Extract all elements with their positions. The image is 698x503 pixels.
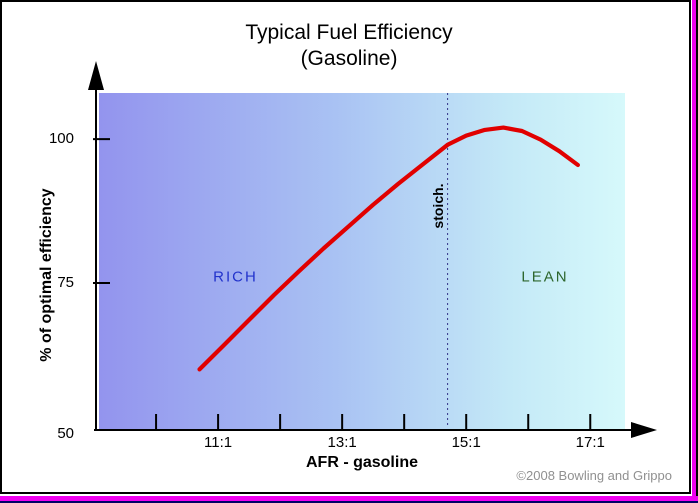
chart-subtitle: (Gasoline) bbox=[300, 47, 398, 70]
rich-region-label: RICH bbox=[213, 268, 258, 286]
y-axis-arrow-icon bbox=[88, 61, 104, 90]
copyright-text: ©2008 Bowling and Grippo bbox=[516, 468, 672, 483]
y-axis-label: % of optimal efficiency bbox=[38, 188, 55, 362]
x-axis-label: AFR - gasoline bbox=[305, 454, 418, 471]
bottom-edge-line bbox=[0, 501, 698, 503]
chart-title: Typical Fuel Efficiency bbox=[245, 21, 453, 44]
stoich-label: stoich. bbox=[429, 183, 446, 229]
chart-title-block: Typical Fuel Efficiency (Gasoline) bbox=[5, 20, 693, 72]
lean-region-label: LEAN bbox=[521, 268, 569, 286]
fuel-efficiency-curve bbox=[197, 125, 580, 372]
x-axis-arrow-icon bbox=[631, 422, 657, 438]
magenta-shadow-bottom bbox=[0, 496, 698, 501]
magenta-shadow-right bbox=[692, 0, 696, 503]
plot-area bbox=[99, 93, 625, 429]
right-edge-line bbox=[696, 0, 698, 503]
